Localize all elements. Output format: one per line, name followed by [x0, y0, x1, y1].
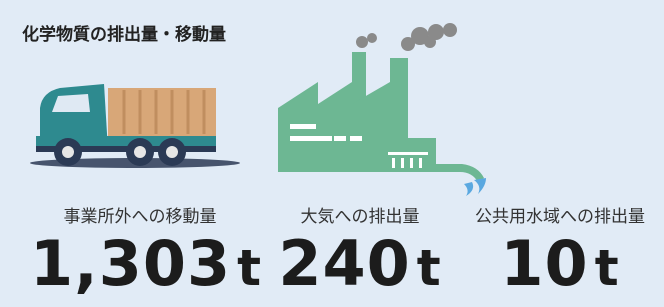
value: 240: [278, 227, 410, 300]
unit: t: [417, 239, 442, 297]
stat-label: 大気への排出量: [250, 202, 470, 227]
truck-icon: [30, 84, 240, 168]
unit: t: [595, 239, 620, 297]
infographic: 化学物質の排出量・移動量 事業所外への移動量 1,303t 大気への排出量 24…: [0, 0, 664, 307]
stat-label: 公共用水域への排出量: [450, 202, 664, 227]
value: 10: [500, 227, 588, 300]
value: 1,303: [30, 227, 231, 300]
stat-label: 事業所外への移動量: [30, 202, 250, 227]
factory-icon: [278, 23, 486, 196]
title: 化学物質の排出量・移動量: [22, 20, 226, 45]
